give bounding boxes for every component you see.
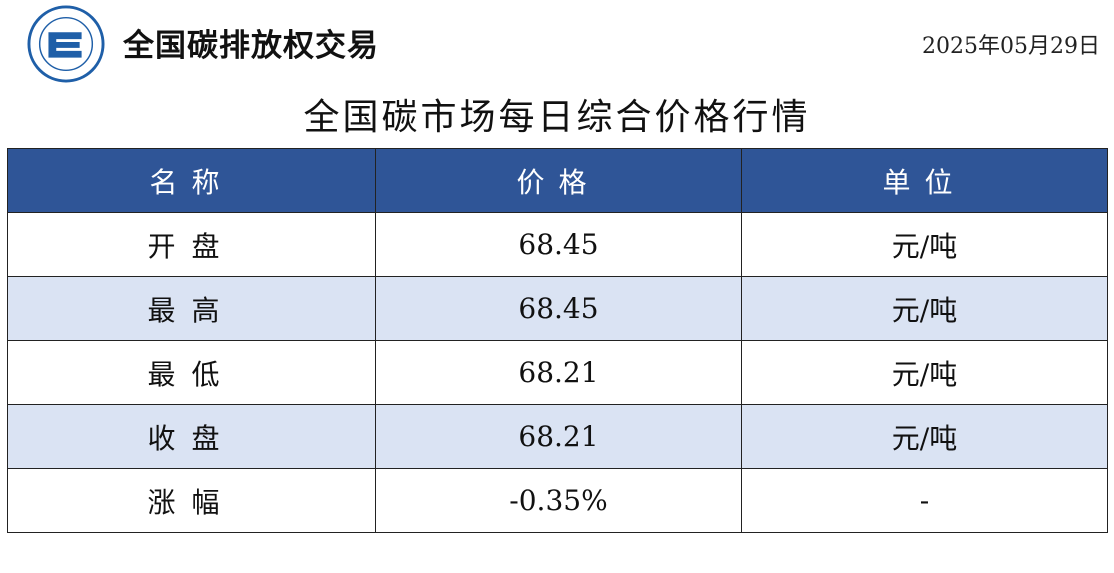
row-unit: - bbox=[741, 468, 1108, 533]
column-header-price: 价格 bbox=[375, 148, 742, 213]
page-title: 全国碳市场每日综合价格行情 bbox=[303, 97, 811, 138]
table-row: 收盘 68.21 元/吨 bbox=[7, 404, 1108, 469]
table-row: 涨幅 -0.35% - bbox=[7, 468, 1108, 533]
exchange-logo bbox=[27, 5, 105, 83]
report-date: 2025年05月29日 bbox=[922, 34, 1100, 59]
row-unit: 元/吨 bbox=[741, 276, 1108, 341]
row-name: 涨幅 bbox=[7, 468, 376, 533]
column-header-unit: 单位 bbox=[741, 148, 1108, 213]
row-price: -0.35% bbox=[375, 468, 742, 533]
table-header: 名称 价格 单位 bbox=[7, 148, 1108, 213]
row-price: 68.21 bbox=[375, 340, 742, 405]
table-row: 最高 68.45 元/吨 bbox=[7, 276, 1108, 341]
column-header-name: 名称 bbox=[7, 148, 376, 213]
brand-name: 全国碳排放权交易 bbox=[123, 28, 379, 64]
row-name: 收盘 bbox=[7, 404, 376, 469]
price-table: 名称 价格 单位 开盘 68.45 元/吨 最高 68.45 元/吨 最低 68… bbox=[7, 148, 1108, 533]
row-unit: 元/吨 bbox=[741, 340, 1108, 405]
row-name: 最低 bbox=[7, 340, 376, 405]
table-row: 最低 68.21 元/吨 bbox=[7, 340, 1108, 405]
row-price: 68.45 bbox=[375, 212, 742, 277]
row-unit: 元/吨 bbox=[741, 212, 1108, 277]
row-price: 68.45 bbox=[375, 276, 742, 341]
table-row: 开盘 68.45 元/吨 bbox=[7, 212, 1108, 277]
row-unit: 元/吨 bbox=[741, 404, 1108, 469]
row-price: 68.21 bbox=[375, 404, 742, 469]
row-name: 开盘 bbox=[7, 212, 376, 277]
row-name: 最高 bbox=[7, 276, 376, 341]
